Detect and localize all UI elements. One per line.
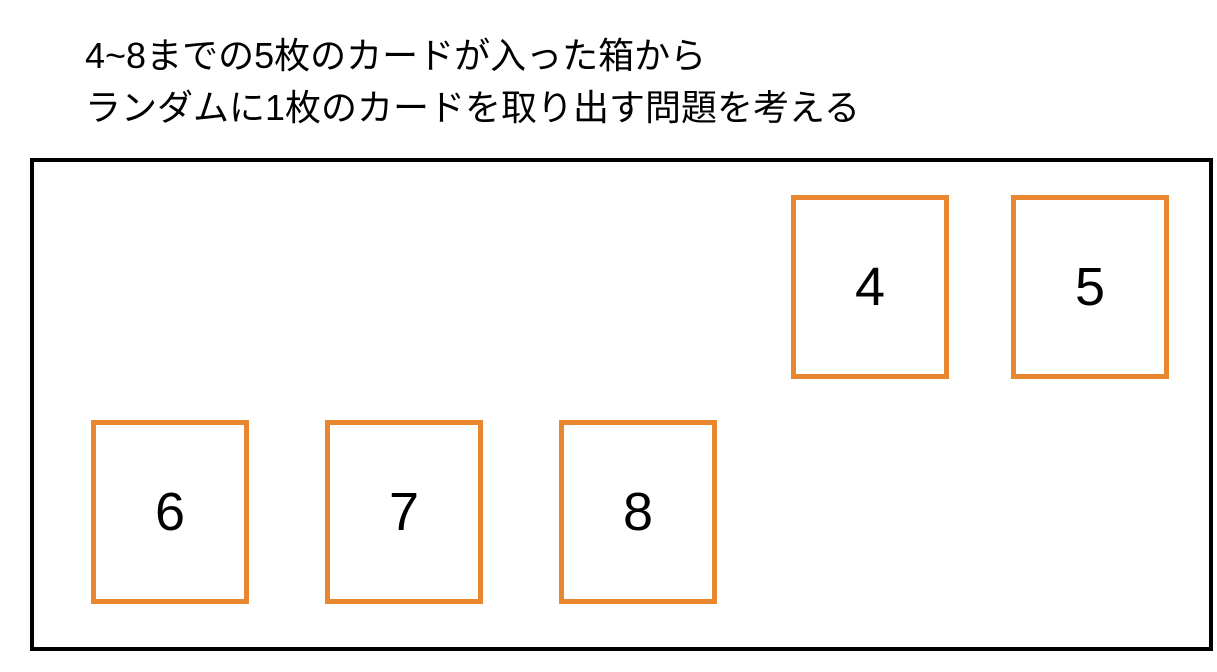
card-label: 7: [389, 481, 419, 543]
heading-line-2: ランダムに1枚のカードを取り出す問題を考える: [85, 87, 860, 128]
card-6: 6: [91, 420, 249, 604]
card-5: 5: [1011, 195, 1169, 379]
card-label: 6: [155, 481, 185, 543]
card-label: 5: [1075, 256, 1105, 318]
card-7: 7: [325, 420, 483, 604]
card-label: 8: [623, 481, 653, 543]
card-4: 4: [791, 195, 949, 379]
card-8: 8: [559, 420, 717, 604]
card-box: 4 5 6 7 8: [30, 158, 1213, 651]
heading-line-1: 4~8までの5枚のカードが入った箱から: [85, 35, 706, 76]
card-label: 4: [855, 256, 885, 318]
heading: 4~8までの5枚のカードが入った箱から ランダムに1枚のカードを取り出す問題を考…: [85, 30, 1187, 134]
